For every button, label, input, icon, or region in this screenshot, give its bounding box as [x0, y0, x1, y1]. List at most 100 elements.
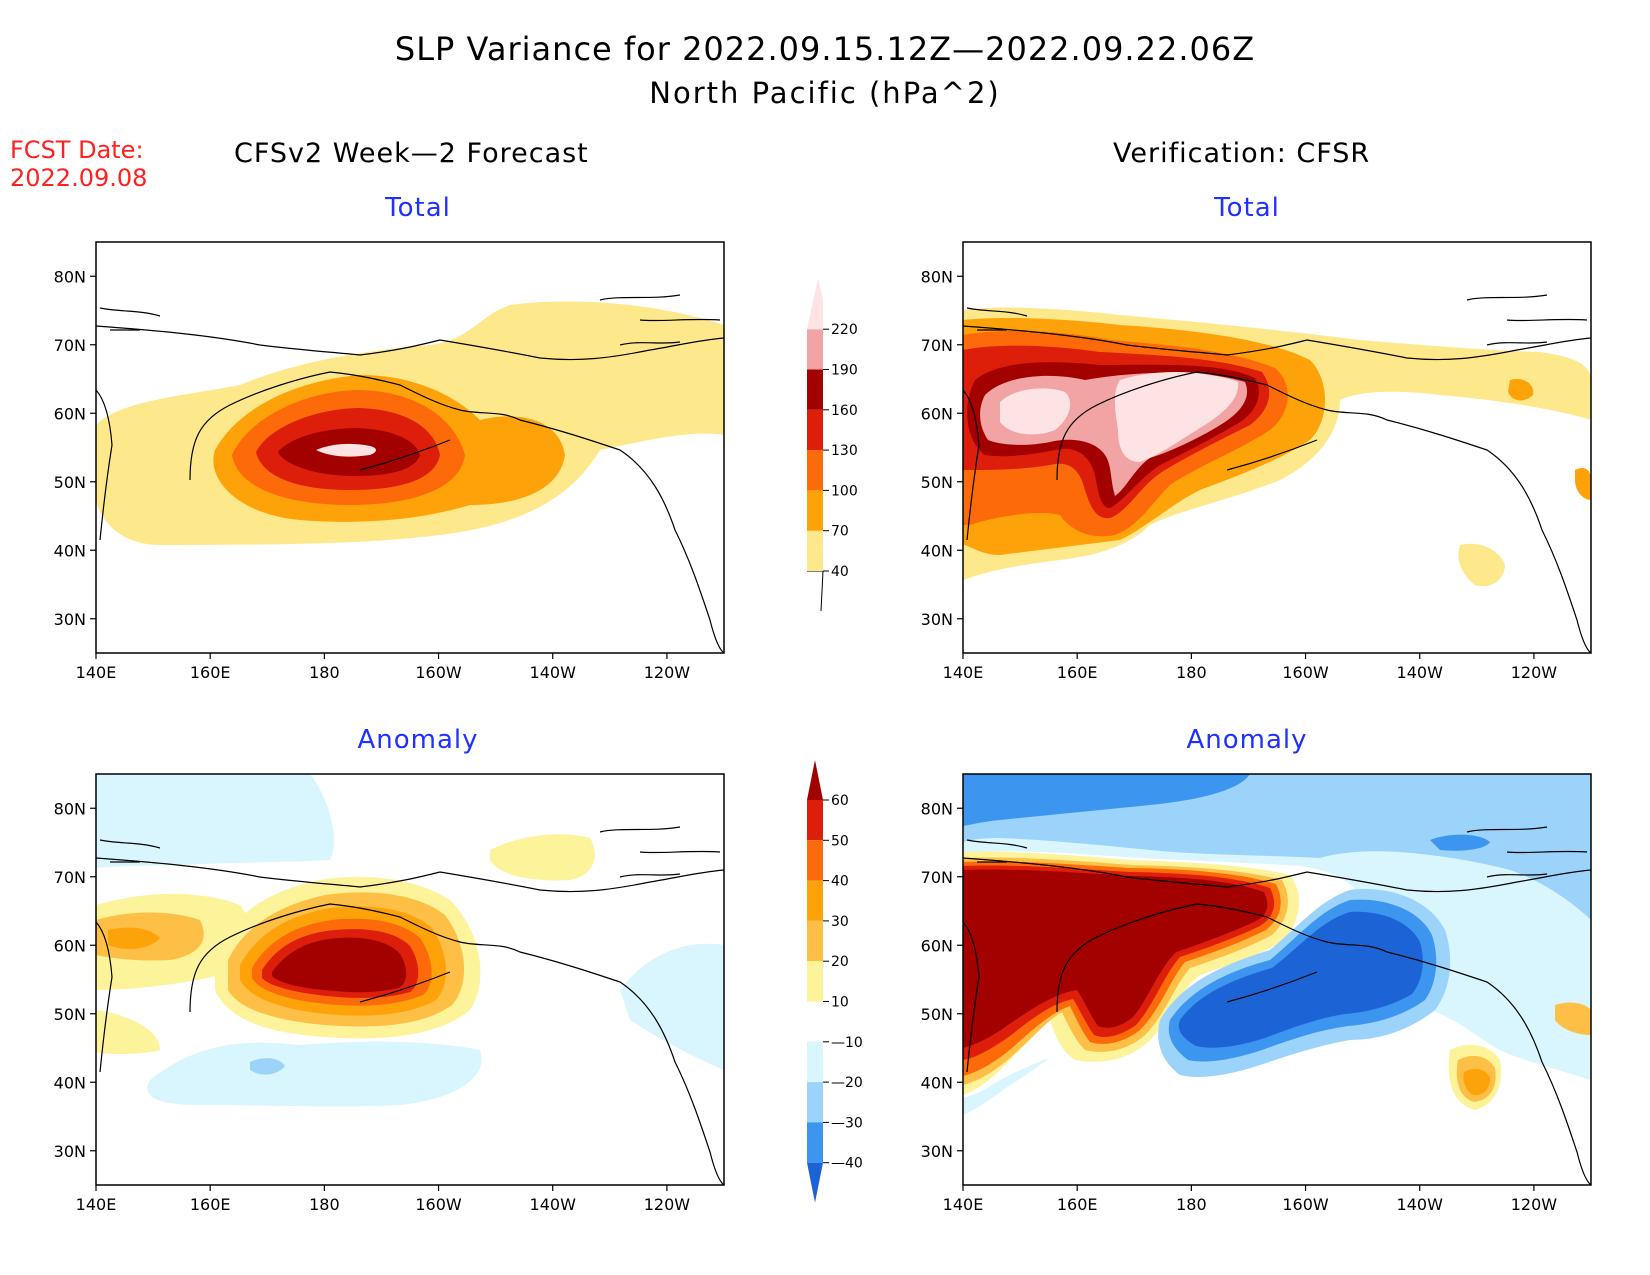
lon-tick-label: 140E — [76, 1195, 117, 1214]
colorbar-total-swatch — [807, 409, 823, 451]
colorbar-total-label: 130 — [831, 443, 858, 459]
lat-tick-label: 80N — [921, 799, 953, 818]
frame-forecast-anomaly — [95, 773, 725, 1186]
lat-tick-label: 50N — [54, 473, 86, 492]
colorbar-anomaly-swatch — [807, 1162, 823, 1203]
lon-tick-label: 180 — [309, 663, 340, 682]
lat-tick-label: 70N — [54, 868, 86, 887]
lat-tick-label: 80N — [54, 799, 86, 818]
lat-tick-label: 60N — [54, 936, 86, 955]
fcst-date-label: FCST Date: — [10, 136, 144, 164]
panel-title-verification-anomaly: Anomaly — [1186, 725, 1308, 755]
lat-tick-label: 50N — [54, 1005, 86, 1024]
lat-tick-label: 40N — [921, 1073, 953, 1092]
colorbar-total: 40 70 100 130 160 190 220 — [807, 278, 858, 612]
colorbar-total-label: 40 — [831, 564, 849, 580]
lon-tick-label: 160E — [190, 663, 231, 682]
colorbar-anomaly-swatch — [807, 880, 823, 921]
colorbar-total-label: 160 — [831, 403, 858, 419]
colorbar-anomaly-label: 40 — [831, 874, 849, 890]
colorbar-anomaly: 60 50 40 30 20 10 —10 —20 —30 —40 — [807, 760, 863, 1203]
lon-tick-label: 120W — [1511, 1195, 1558, 1214]
colorbar-total-label: 100 — [831, 483, 858, 499]
coastlines — [96, 294, 724, 653]
colorbar-anomaly-label: —30 — [831, 1115, 863, 1131]
colorbar-anomaly-swatch — [807, 840, 823, 881]
colorbar-anomaly-swatch — [807, 760, 823, 800]
lat-tick-label: 50N — [921, 473, 953, 492]
colorbar-total-label: 70 — [831, 524, 849, 540]
frame-forecast-total — [95, 241, 725, 654]
lat-tick-label: 70N — [54, 336, 86, 355]
lon-tick-label: 140W — [1397, 1195, 1444, 1214]
lat-tick-label: 70N — [921, 336, 953, 355]
coastlines — [963, 826, 1591, 1185]
lon-tick-label: 160E — [1057, 1195, 1098, 1214]
colorbar-anomaly-swatch — [807, 920, 823, 962]
colorbar-anomaly-swatch — [807, 1082, 823, 1123]
lat-tick-label: 60N — [921, 936, 953, 955]
contour-layer — [96, 774, 724, 1107]
lat-tick-label: 50N — [921, 1005, 953, 1024]
lat-tick-label: 40N — [54, 541, 86, 560]
colorbar-anomaly-swatch — [807, 800, 823, 841]
panel-title-forecast-anomaly: Anomaly — [357, 725, 479, 755]
lon-tick-label: 140E — [943, 1195, 984, 1214]
axes-layer: 80N 70N 60N 50N 40N 30N 140E 160E 180 160W 140W 120… — [54, 267, 1558, 1214]
colorbar-total-swatch — [807, 530, 823, 571]
lat-tick-label: 70N — [921, 868, 953, 887]
lon-tick-label: 160W — [415, 663, 462, 682]
colorbar-anomaly-swatch — [807, 961, 823, 1002]
colorbar-anomaly-label: 20 — [831, 954, 849, 970]
lat-tick-label: 60N — [54, 404, 86, 423]
contour-layer — [963, 307, 1591, 587]
map-verification-total — [963, 294, 1591, 653]
map-forecast-total — [96, 294, 724, 653]
lat-tick-label: 80N — [921, 267, 953, 286]
lat-tick-label: 40N — [54, 1073, 86, 1092]
lon-tick-label: 120W — [644, 1195, 691, 1214]
lon-tick-label: 160E — [190, 1195, 231, 1214]
lon-tick-label: 160W — [415, 1195, 462, 1214]
colorbar-total-swatch — [807, 369, 823, 410]
colorbar-anomaly-label: —20 — [831, 1075, 863, 1091]
lon-tick-label: 140W — [530, 1195, 577, 1214]
colorbar-anomaly-label: 30 — [831, 914, 849, 930]
colorbar-anomaly-label: —10 — [831, 1035, 863, 1051]
lon-tick-label: 120W — [644, 663, 691, 682]
frame-verification-total — [962, 241, 1592, 654]
colorbar-anomaly-swatch — [807, 1001, 823, 1042]
lat-tick-label: 30N — [921, 1142, 953, 1161]
colorbar-total-swatch — [807, 450, 823, 491]
lat-tick-label: 60N — [921, 404, 953, 423]
colorbar-anomaly-swatch — [807, 1041, 823, 1083]
coastlines — [963, 294, 1591, 653]
lat-tick-label: 40N — [921, 541, 953, 560]
verification-column-header: Verification: CFSR — [1113, 138, 1371, 169]
colorbar-anomaly-label: 10 — [831, 995, 849, 1011]
map-forecast-anomaly — [96, 774, 724, 1185]
map-verification-anomaly — [963, 774, 1591, 1185]
lat-tick-label: 30N — [54, 1142, 86, 1161]
lon-tick-label: 140W — [530, 663, 577, 682]
main-title: SLP Variance for 2022.09.15.12Z—2022.09.… — [394, 30, 1256, 68]
lon-tick-label: 140E — [943, 663, 984, 682]
lon-tick-label: 140W — [1397, 663, 1444, 682]
colorbar-total-swatch — [807, 278, 823, 330]
fcst-date-value: 2022.09.08 — [10, 164, 148, 192]
frame-verification-anomaly — [962, 773, 1592, 1186]
lat-tick-label: 30N — [921, 610, 953, 629]
colorbar-total-label: 190 — [831, 363, 858, 379]
lon-tick-label: 180 — [1176, 663, 1207, 682]
lon-tick-label: 160W — [1282, 663, 1329, 682]
lon-tick-label: 140E — [76, 663, 117, 682]
contour-layer — [96, 301, 724, 545]
lon-tick-label: 120W — [1511, 663, 1558, 682]
panel-title-forecast-total: Total — [385, 193, 451, 223]
forecast-column-header: CFSv2 Week—2 Forecast — [234, 138, 589, 169]
colorbar-total-swatch — [807, 490, 823, 531]
coastlines — [96, 826, 724, 1185]
lon-tick-label: 180 — [1176, 1195, 1207, 1214]
lat-tick-label: 30N — [54, 610, 86, 629]
colorbar-anomaly-label: 60 — [831, 793, 849, 809]
